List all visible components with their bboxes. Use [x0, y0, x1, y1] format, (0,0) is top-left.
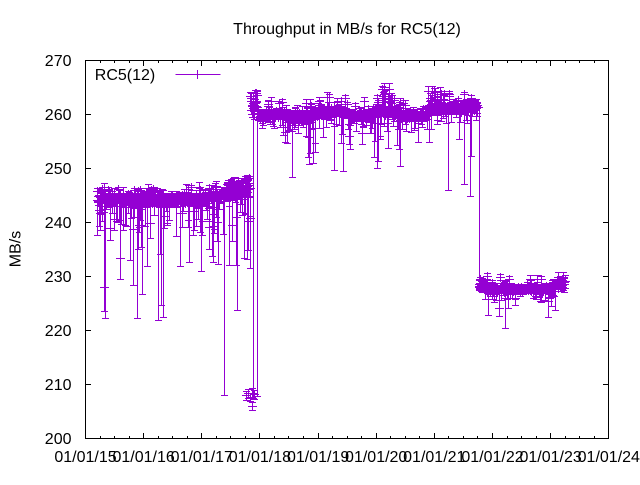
svg-text:230: 230 — [45, 269, 72, 286]
svg-text:200: 200 — [45, 431, 72, 448]
svg-text:Throughput in MB/s for RC5(12): Throughput in MB/s for RC5(12) — [233, 21, 461, 38]
svg-text:01/01/18: 01/01/18 — [229, 449, 291, 466]
svg-text:220: 220 — [45, 323, 72, 340]
svg-text:01/01/23: 01/01/23 — [519, 449, 581, 466]
svg-text:260: 260 — [45, 107, 72, 124]
svg-text:01/01/20: 01/01/20 — [345, 449, 407, 466]
svg-text:270: 270 — [45, 53, 72, 70]
svg-text:01/01/15: 01/01/15 — [54, 449, 116, 466]
svg-text:01/01/24: 01/01/24 — [578, 449, 640, 466]
svg-text:RC5(12): RC5(12) — [95, 67, 155, 84]
svg-text:01/01/17: 01/01/17 — [171, 449, 233, 466]
svg-text:01/01/22: 01/01/22 — [461, 449, 523, 466]
svg-text:240: 240 — [45, 215, 72, 232]
svg-text:MB/s: MB/s — [8, 231, 25, 267]
svg-text:210: 210 — [45, 377, 72, 394]
svg-text:01/01/21: 01/01/21 — [403, 449, 465, 466]
svg-text:01/01/19: 01/01/19 — [287, 449, 349, 466]
svg-text:250: 250 — [45, 161, 72, 178]
svg-text:01/01/16: 01/01/16 — [112, 449, 174, 466]
